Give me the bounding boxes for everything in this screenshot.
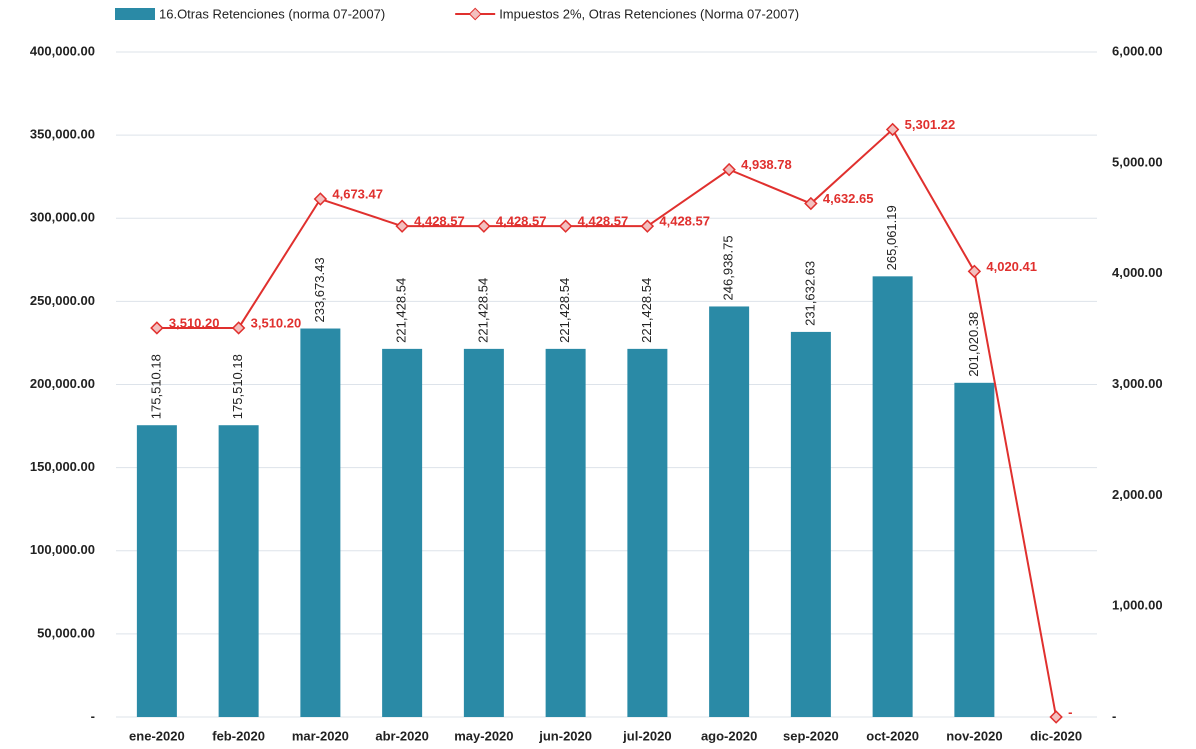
line-value-label: 4,428.57 (496, 214, 547, 229)
line-marker (313, 192, 328, 206)
y-tick-label: 300,000.00 (30, 210, 95, 225)
line-marker (885, 122, 900, 137)
y2-tick-label: 2,000.00 (1112, 487, 1163, 502)
y-tick-label: 400,000.00 (30, 43, 95, 58)
x-tick-label: oct-2020 (866, 728, 919, 743)
bar-value-label: 175,510.18 (148, 354, 163, 419)
line-value-label: 3,510.20 (251, 315, 302, 330)
line-marker (477, 219, 491, 233)
line-value-label: 4,673.47 (332, 186, 383, 201)
bar-value-label: 221,428.54 (475, 278, 490, 343)
bar (709, 306, 750, 717)
line-marker (150, 321, 164, 335)
y2-tick-label: 3,000.00 (1112, 376, 1163, 391)
y-tick-label: 350,000.00 (30, 127, 95, 142)
line-value-label: 4,428.57 (414, 214, 465, 229)
x-tick-label: abr-2020 (375, 728, 428, 743)
x-tick-label: ago-2020 (701, 728, 757, 743)
y2-tick-label: 1,000.00 (1112, 598, 1163, 613)
legend-swatch (468, 7, 482, 21)
bar-value-label: 201,020.38 (966, 312, 981, 377)
x-tick-label: mar-2020 (292, 728, 349, 743)
bar-value-label: 231,632.63 (802, 261, 817, 326)
x-tick-label: ene-2020 (129, 728, 185, 743)
line (156, 127, 1058, 718)
line-value-label: 4,428.57 (659, 214, 710, 229)
bar (627, 348, 668, 717)
bar-value-label: 221,428.54 (557, 278, 572, 343)
x-tick-label: sep-2020 (783, 728, 839, 743)
line-value-label: - (1068, 704, 1072, 719)
y2-tick-label: 6,000.00 (1112, 43, 1163, 58)
bar-value-label: 265,061.19 (884, 205, 899, 270)
bar (382, 348, 423, 717)
bar-value-label: 221,428.54 (639, 278, 654, 343)
bar-value-label: 246,938.75 (721, 235, 736, 300)
line-marker (1049, 710, 1063, 724)
bar-value-label: 175,510.18 (230, 354, 245, 419)
line-marker (395, 219, 409, 233)
bar (872, 276, 913, 717)
x-tick-label: may-2020 (454, 728, 513, 743)
y2-tick-label: 4,000.00 (1112, 265, 1163, 280)
bar (463, 348, 504, 717)
bar-value-label: 221,428.54 (394, 278, 409, 343)
bar (218, 425, 259, 717)
bar (545, 348, 586, 717)
line-marker (231, 321, 246, 335)
y-tick-label: 250,000.00 (30, 293, 95, 308)
legend-label: Impuestos 2%, Otras Retenciones (Norma 0… (499, 6, 799, 21)
legend-swatch (115, 8, 155, 20)
y-tick-label: 150,000.00 (30, 459, 95, 474)
x-tick-label: nov-2020 (946, 728, 1002, 743)
x-tick-label: jun-2020 (538, 728, 592, 743)
y2-tick-label: - (1112, 708, 1116, 723)
line-value-label: 4,632.65 (823, 191, 874, 206)
bar-value-label: 233,673.43 (312, 257, 327, 322)
line-marker (558, 219, 573, 233)
y2-tick-label: 5,000.00 (1112, 154, 1163, 169)
bar (954, 382, 995, 717)
line-value-label: 4,020.41 (986, 259, 1037, 274)
line-marker (722, 162, 736, 177)
line-marker (640, 219, 655, 233)
line-value-label: 3,510.20 (169, 315, 220, 330)
line-value-label: 4,938.78 (741, 157, 792, 172)
x-tick-label: dic-2020 (1030, 728, 1082, 743)
y-tick-label: 50,000.00 (37, 625, 95, 640)
y-tick-label: 100,000.00 (30, 542, 95, 557)
x-tick-label: feb-2020 (212, 728, 265, 743)
line-value-label: 4,428.57 (578, 214, 629, 229)
bar (300, 328, 341, 717)
y-tick-label: - (91, 708, 95, 723)
legend-label: 16.Otras Retenciones (norma 07-2007) (159, 6, 385, 21)
bar (136, 425, 177, 717)
x-tick-label: jul-2020 (622, 728, 671, 743)
line-marker (967, 264, 982, 279)
y-tick-label: 200,000.00 (30, 376, 95, 391)
bar (790, 331, 831, 717)
line-value-label: 5,301.22 (905, 117, 956, 132)
line-marker (804, 196, 818, 211)
